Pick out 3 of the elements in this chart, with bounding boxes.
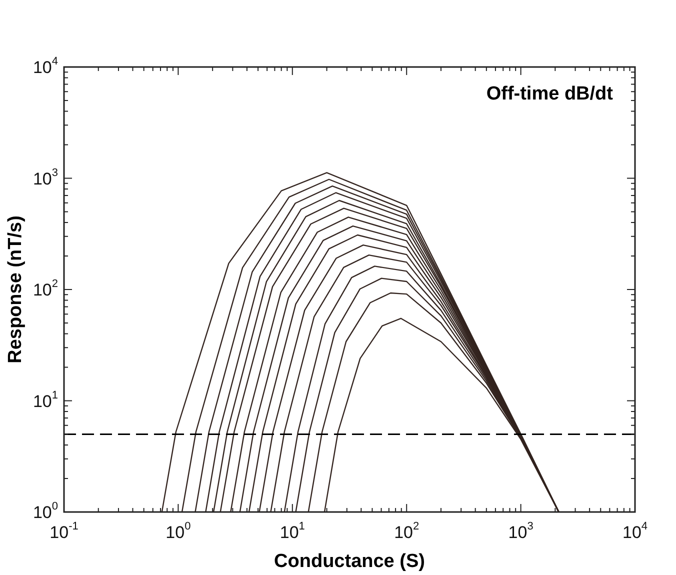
y-axis-title: Response (nT/s): [5, 216, 26, 364]
annotation: Off-time dB/dt: [486, 84, 614, 105]
x-axis-title: Conductance (S): [274, 551, 425, 572]
